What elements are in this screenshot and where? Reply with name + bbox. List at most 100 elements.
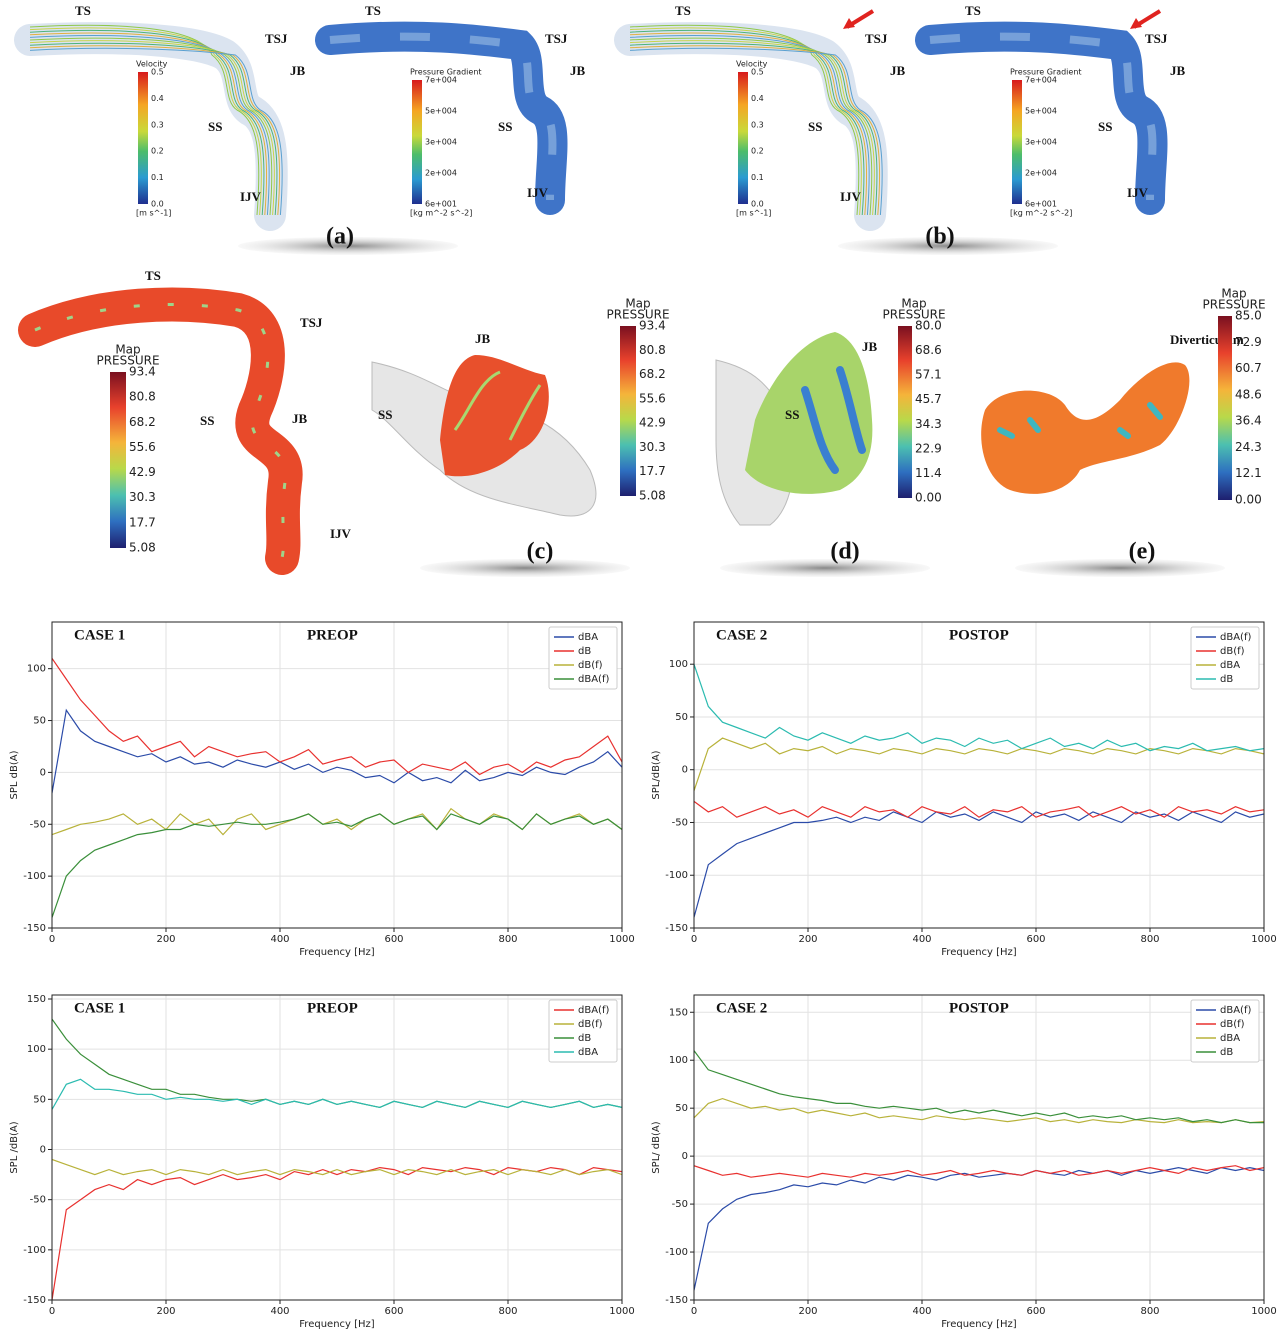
colorbar-tick: 0.0 [151, 200, 164, 209]
anatomy-label: TS [675, 3, 691, 18]
colorbar-tick: 0.5 [751, 68, 764, 77]
anatomy-label: TSJ [265, 31, 288, 46]
colorbar-tick: 5.08 [639, 489, 666, 503]
x-tick-label: 1000 [1251, 1306, 1276, 1317]
colorbar-title: Map [115, 343, 140, 357]
legend-label: dB [1220, 674, 1233, 685]
series-line [52, 1158, 622, 1176]
annotation: PREOP [307, 1000, 358, 1016]
anatomy-label: SS [498, 119, 512, 134]
x-tick-label: 600 [1026, 934, 1045, 945]
pressure-spots [453, 370, 542, 441]
y-tick-label: -50 [30, 1195, 46, 1206]
colorbar-tick: 0.5 [151, 68, 164, 77]
y-tick-label: 100 [669, 659, 688, 670]
colorbar-unit: [m s^-1] [136, 209, 171, 218]
y-tick-label: 100 [669, 1055, 688, 1066]
streamline [629, 45, 881, 216]
x-tick-label: 0 [691, 934, 697, 945]
colorbar-tick: 17.7 [129, 515, 156, 529]
y-tick-label: -100 [665, 1247, 688, 1258]
plot-frame [51, 621, 623, 929]
colorbar-title: Map [1221, 287, 1246, 301]
plot-frame [51, 994, 623, 1301]
colorbar-tick: 85.0 [1235, 309, 1262, 323]
legend-label: dB [578, 646, 591, 657]
x-axis-label: Frequency [Hz] [941, 1319, 1017, 1330]
colorbar-tick: 60.7 [1235, 361, 1262, 375]
colorbar-tick: 0.4 [751, 94, 764, 103]
annotation: CASE 1 [74, 1000, 125, 1016]
colorbar-tick: 68.2 [129, 415, 156, 429]
y-axis-label: SPL/dB(A) [651, 750, 662, 799]
x-tick-label: 800 [498, 1306, 517, 1317]
colorbar-tick: 93.4 [639, 319, 666, 333]
x-tick-label: 400 [912, 934, 931, 945]
annotation: CASE 1 [74, 627, 125, 643]
y-tick-label: 50 [33, 716, 46, 727]
anatomy-label: SS [785, 407, 799, 422]
shadow [838, 237, 1058, 255]
shadow [1015, 559, 1225, 577]
anatomy-label: TSJ [865, 31, 888, 46]
colorbar-tick: 11.4 [915, 466, 942, 480]
colorbar-tick: 48.6 [1235, 387, 1262, 401]
anatomy-label: JB [475, 331, 491, 346]
legend-box [548, 999, 618, 1063]
annotation: CASE 2 [716, 1000, 767, 1016]
y-tick-label: -100 [23, 871, 46, 882]
vessel [18, 287, 303, 575]
streamline [629, 29, 865, 216]
anatomy-label: SS [1098, 119, 1112, 134]
annotation: PREOP [307, 627, 358, 643]
anatomy-label: TS [75, 3, 91, 18]
y-tick-label: -50 [672, 1199, 688, 1210]
colorbar [1218, 316, 1232, 500]
colorbar-title: Pressure Gradient [410, 68, 482, 77]
annotation: POSTOP [949, 1000, 1009, 1016]
anatomy-label: SS [208, 119, 222, 134]
colorbar-tick: 5e+004 [425, 107, 457, 116]
colorbar-tick: 6e+001 [425, 200, 457, 209]
colorbar-tick: 0.3 [751, 120, 764, 129]
colorbar-tick: 80.8 [129, 390, 156, 404]
x-tick-label: 400 [912, 1306, 931, 1317]
colorbar-tick: 0.1 [751, 173, 764, 182]
colorbar-tick: 0.4 [151, 94, 164, 103]
anatomy-label: IJV [1127, 185, 1149, 200]
colorbar-tick: 93.4 [129, 365, 156, 379]
y-tick-label: -50 [30, 819, 46, 830]
panel-tag: (e) [1129, 539, 1156, 565]
streamline [29, 37, 273, 216]
anatomy-label: IJV [240, 189, 262, 204]
legend-label: dBA [1220, 660, 1240, 671]
streamline [29, 29, 265, 216]
y-tick-label: 100 [27, 1044, 46, 1055]
streamline [629, 24, 860, 216]
y-tick-label: 0 [682, 765, 688, 776]
series-line [52, 708, 622, 794]
colorbar-tick: 0.3 [151, 120, 164, 129]
y-tick-label: -100 [23, 1245, 46, 1256]
series-line [694, 800, 1264, 818]
legend-label: dB(f) [578, 1019, 603, 1030]
legend-label: dBA(f) [1220, 1005, 1251, 1016]
panel-tag: (c) [527, 539, 554, 565]
x-axis-label: Frequency [Hz] [941, 947, 1017, 958]
streamline [29, 24, 260, 216]
streamline [629, 32, 868, 216]
colorbar-tick: 45.7 [915, 392, 942, 406]
colorbar-subtitle: PRESSURE [882, 308, 945, 322]
colorbar-tick: 57.1 [915, 368, 942, 382]
colorbar-tick: 5.08 [129, 541, 156, 555]
plot-frame [693, 621, 1265, 929]
x-tick-label: 1000 [609, 1306, 634, 1317]
colorbar-tick: 0.00 [1235, 493, 1262, 507]
colorbar-tick: 7e+004 [425, 76, 457, 85]
colorbar-unit: [kg m^-2 s^-2] [1010, 209, 1072, 218]
y-tick-label: -50 [672, 817, 688, 828]
colorbar-tick: 0.2 [151, 147, 164, 156]
streamline [29, 47, 283, 216]
legend-label: dBA(f) [1220, 632, 1251, 643]
